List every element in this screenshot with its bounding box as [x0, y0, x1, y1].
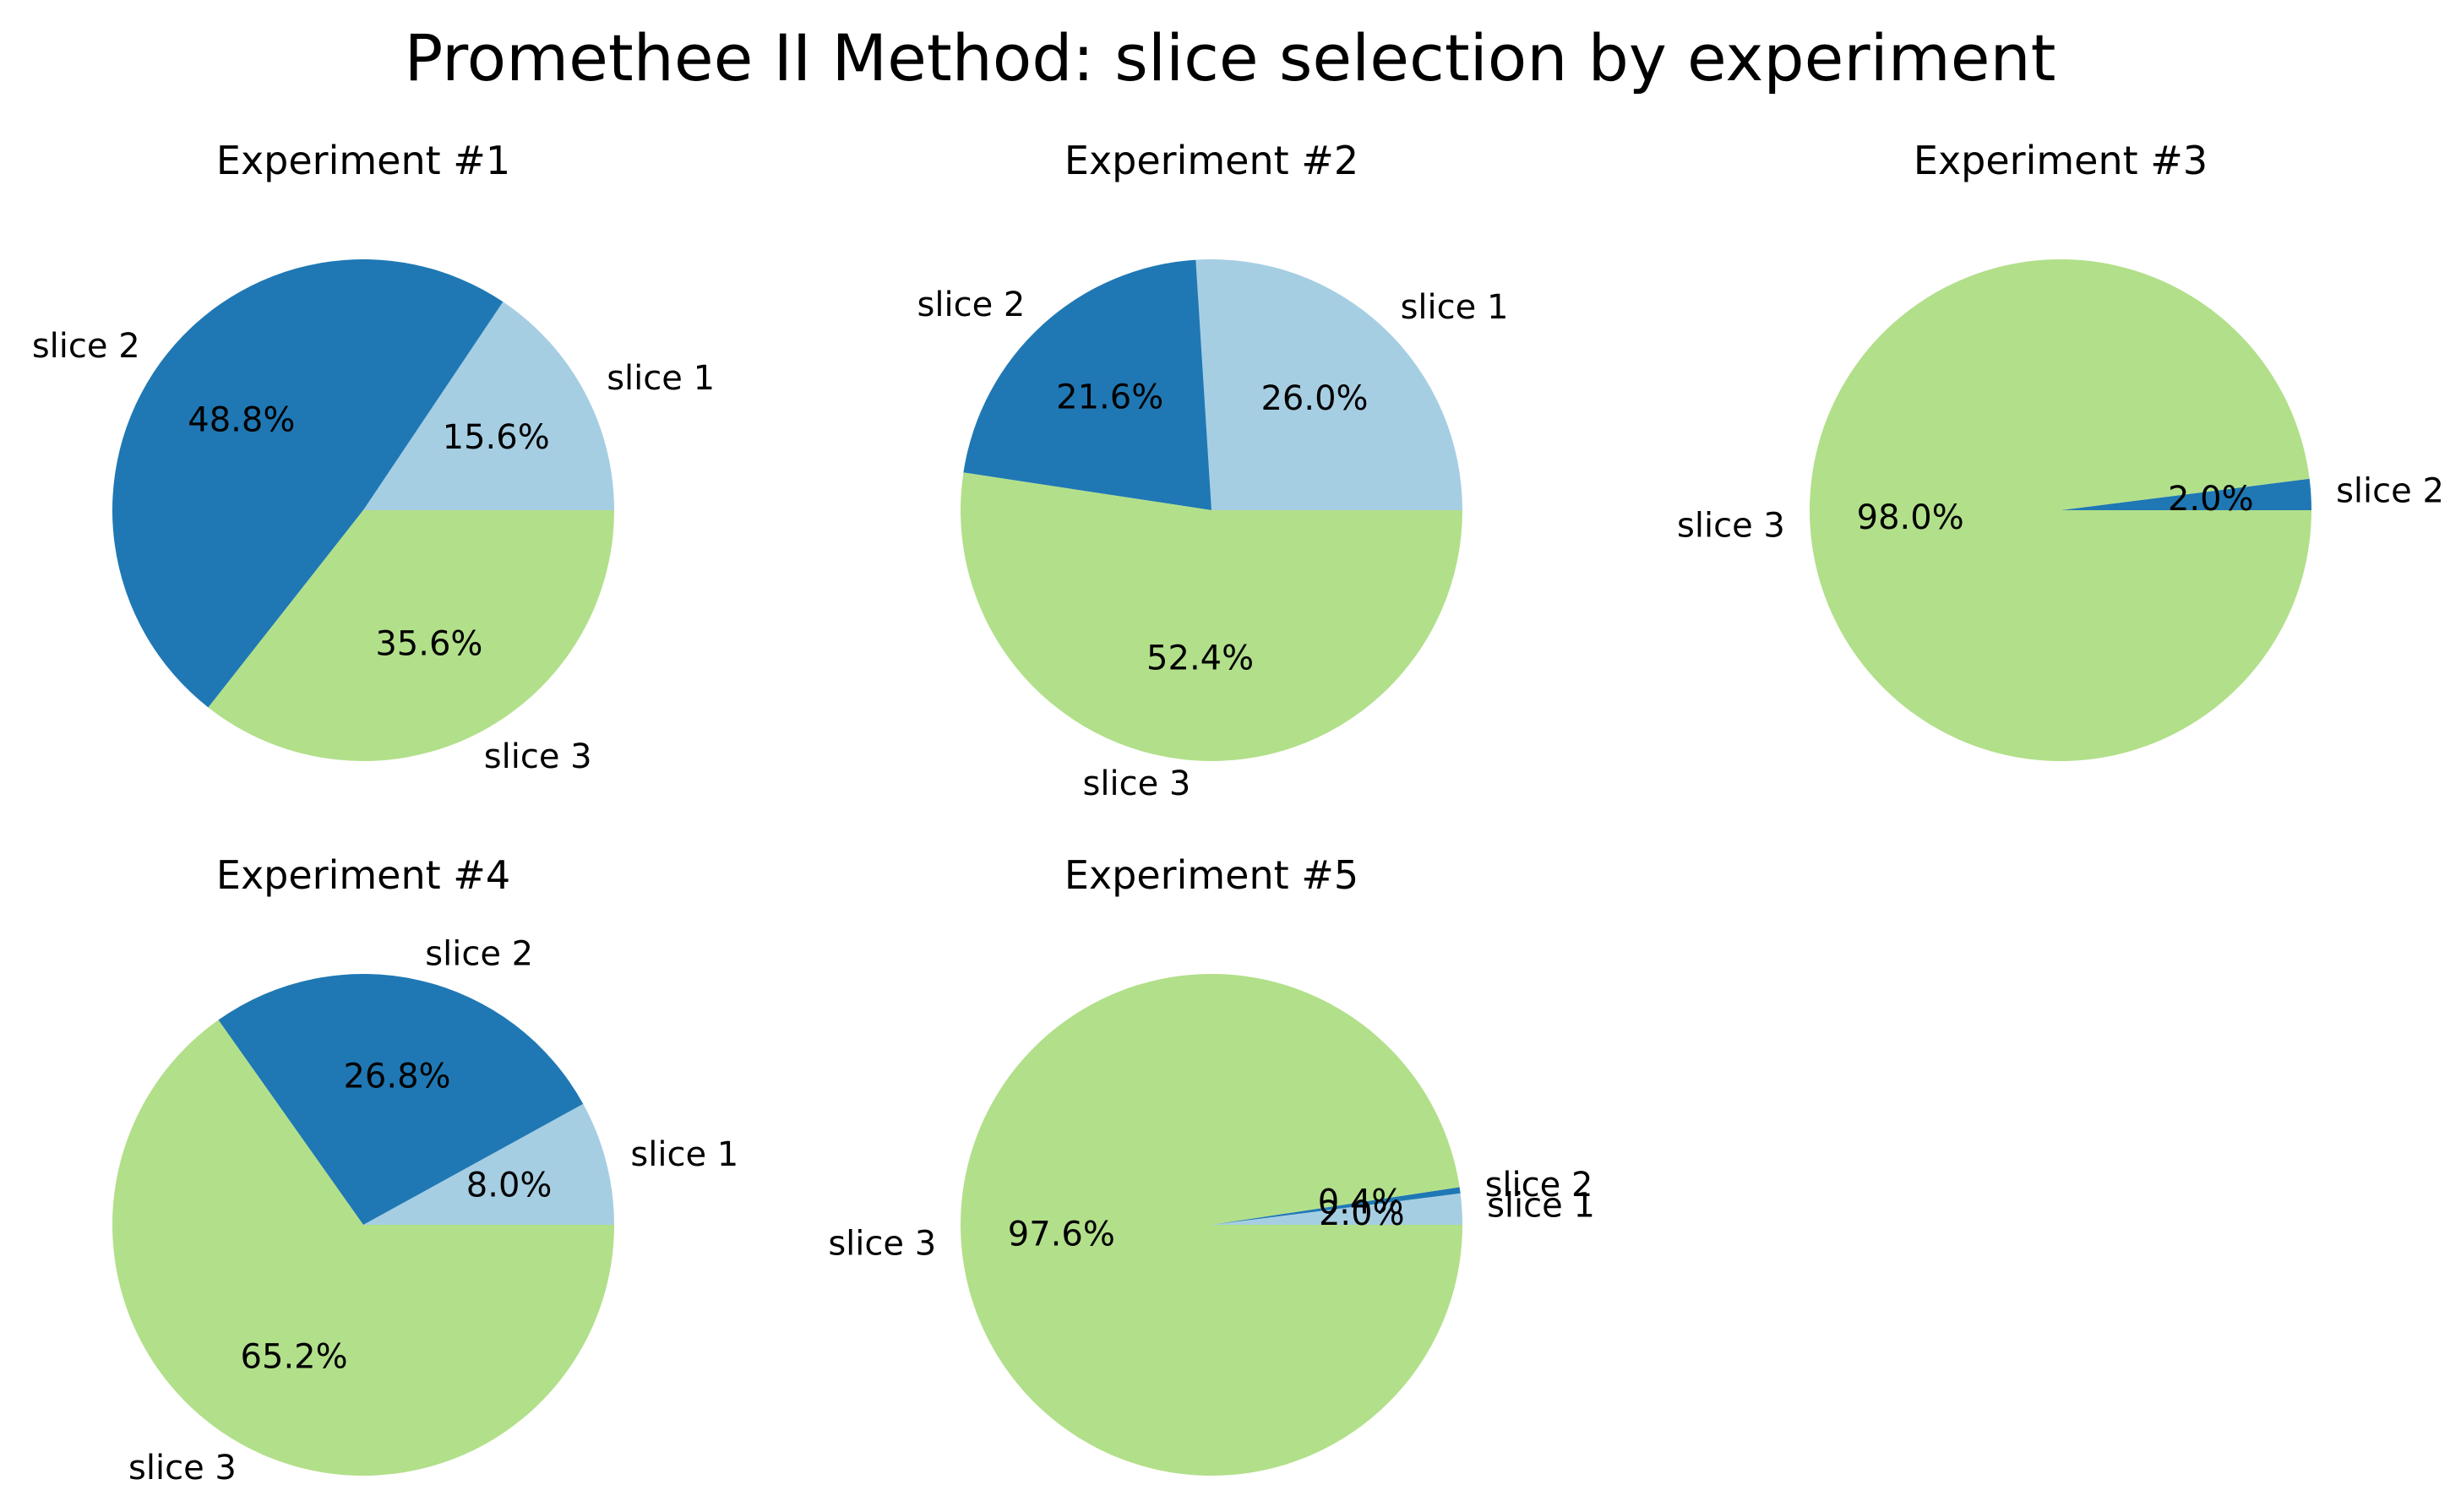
slice-percent-label: 98.0% — [1857, 498, 1964, 537]
slice-percent-label: 26.8% — [343, 1057, 450, 1096]
slice-percent-label: 21.6% — [1056, 378, 1163, 417]
slice-percent-label: 97.6% — [1008, 1215, 1115, 1254]
pie-slice-slice-1 — [363, 1103, 614, 1225]
pie-panel-2: Experiment #2 slice 1 26.0% slice 2 21.6% sli… — [917, 138, 1509, 803]
slice-percent-label: 8.0% — [466, 1167, 553, 1205]
pie-slice-slice-2 — [963, 259, 1211, 510]
pie-panel-3: Experiment #3 slice 2 2.0% slice 3 98.0% — [1677, 138, 2444, 761]
slice-percent-label: 65.2% — [241, 1337, 348, 1376]
slice-percent-label: 0.4% — [1318, 1183, 1404, 1221]
pie-title: Experiment #3 — [1914, 138, 2208, 183]
slice-label: slice 2 — [425, 935, 533, 974]
slice-percent-label: 48.8% — [188, 400, 295, 439]
pie-slice-slice-2 — [112, 258, 504, 708]
slice-label: slice 2 — [2336, 472, 2444, 511]
pie-panel-4: Experiment #4 slice 1 8.0% slice 2 26.8% slic… — [112, 852, 738, 1488]
pie-slice-slice-2 — [218, 974, 584, 1225]
slice-percent-label: 15.6% — [443, 418, 550, 457]
pie-slice-slice-2 — [1211, 1187, 1461, 1225]
slice-percent-label: 52.4% — [1146, 639, 1254, 678]
slice-label: slice 3 — [828, 1225, 936, 1264]
pie-panel-1: Experiment #1 slice 1 15.6% slice 2 48.8% sli… — [32, 138, 715, 776]
pie-slice-slice-3 — [112, 1020, 614, 1477]
pie-slice-slice-1 — [1195, 259, 1462, 510]
slice-label: slice 1 — [607, 359, 715, 398]
slice-label: slice 3 — [128, 1449, 237, 1488]
slice-percent-label: 26.0% — [1260, 379, 1368, 418]
pie-slice-slice-1 — [363, 302, 614, 510]
pie-title: Experiment #1 — [216, 138, 510, 183]
pie-title: Experiment #2 — [1064, 138, 1358, 183]
slice-label: slice 1 — [630, 1135, 738, 1174]
pie-slice-slice-2 — [2061, 478, 2311, 510]
slice-label: slice 3 — [484, 737, 592, 776]
pie-slice-slice-3 — [961, 973, 1462, 1476]
slice-label: slice 2 — [32, 327, 140, 366]
slice-label: slice 3 — [1677, 507, 1785, 546]
slice-percent-label: 35.6% — [375, 624, 482, 663]
pie-title: Experiment #5 — [1064, 852, 1358, 898]
pie-panel-5: Experiment #5 slice 1 2.0% slice 2 0.4% slice… — [828, 852, 1595, 1476]
slice-label: slice 3 — [1083, 764, 1191, 803]
slice-label: slice 2 — [1485, 1166, 1593, 1205]
pie-slice-slice-3 — [1810, 258, 2311, 761]
pie-slice-slice-3 — [961, 472, 1462, 761]
slice-label: slice 2 — [917, 286, 1026, 324]
pie-title: Experiment #4 — [216, 852, 510, 898]
figure-title: Promethee II Method: slice selection by … — [405, 20, 2056, 95]
pie-slice-slice-3 — [208, 510, 614, 761]
slice-percent-label: 2.0% — [2168, 480, 2254, 519]
pie-charts-grid: Experiment #1 slice 1 15.6% slice 2 48.8% sli… — [32, 138, 2444, 1488]
pie-slice-slice-1 — [1211, 1193, 1462, 1225]
slice-label: slice 1 — [1487, 1187, 1595, 1226]
slice-percent-label: 2.0% — [1319, 1194, 1405, 1233]
slice-label: slice 1 — [1401, 288, 1509, 327]
